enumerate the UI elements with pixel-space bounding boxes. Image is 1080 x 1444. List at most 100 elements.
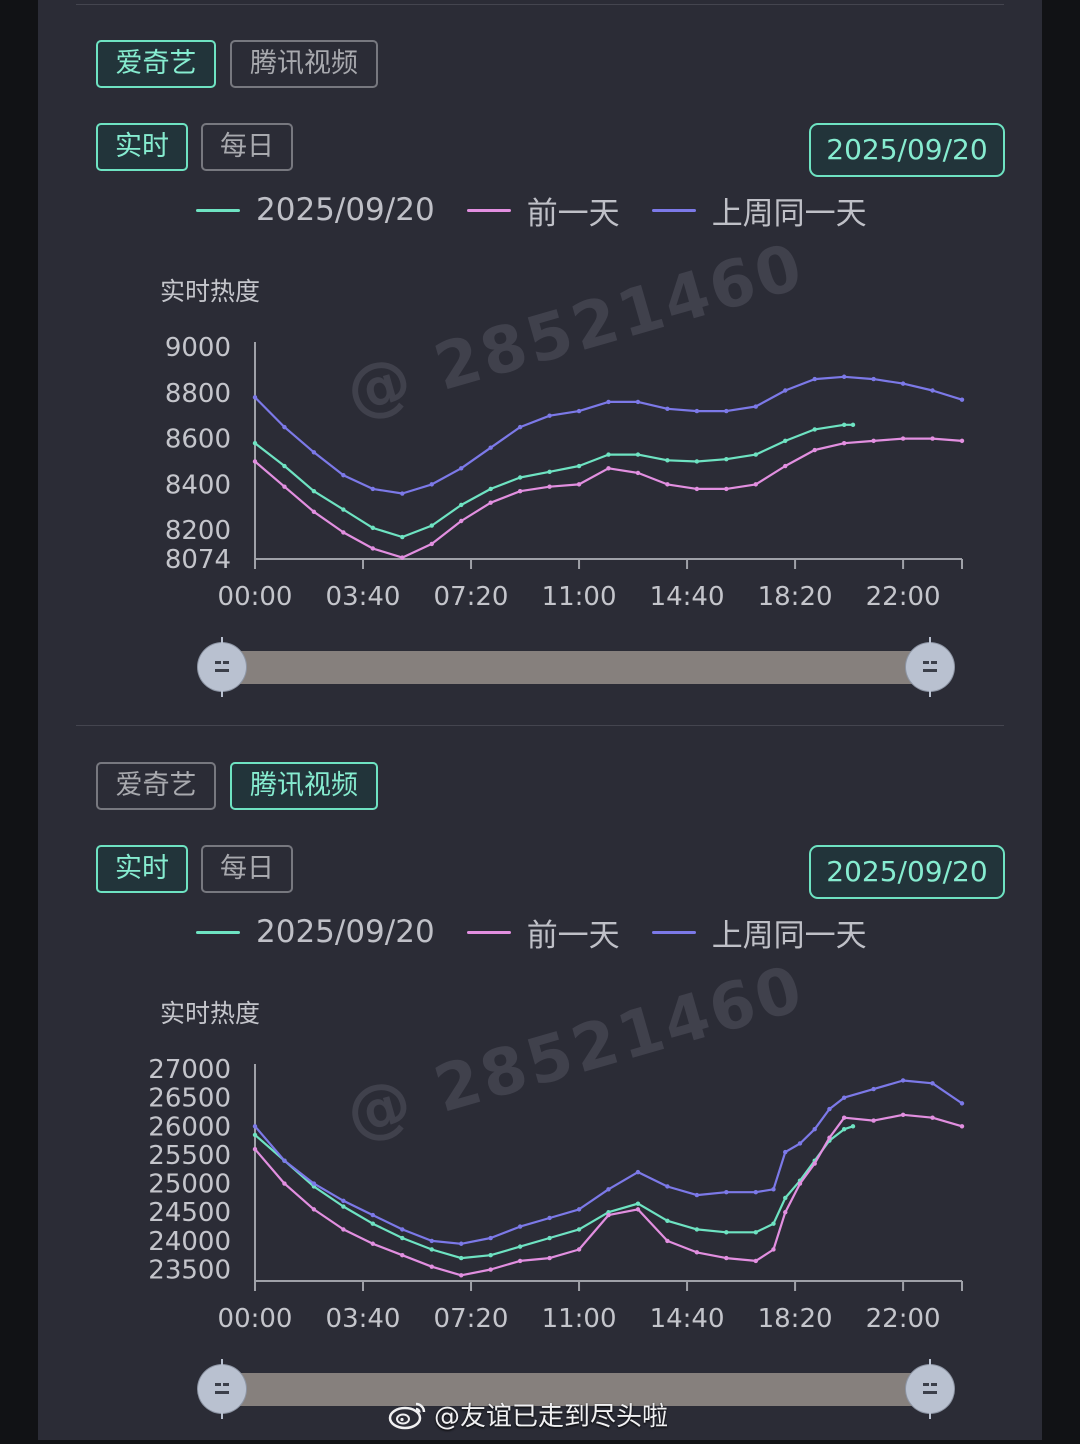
range-slider-left-handle[interactable] [198,637,246,697]
series-point [400,1253,405,1258]
date-picker[interactable]: 2025/09/20 [809,845,1005,899]
legend-item-prev-day[interactable]: 前一天 [466,910,620,955]
series-point [665,1184,670,1189]
legend-item-today[interactable]: 2025/09/20 [196,914,435,950]
series-point [547,469,552,474]
y-tick-label: 25000 [148,1170,231,1200]
series-point [311,450,317,455]
series-point [341,530,346,535]
series-point [724,1255,729,1261]
series-point [753,404,758,409]
series-point [370,1221,376,1226]
legend-label-last-week: 上周同一天 [711,917,867,954]
legend-item-last-week[interactable]: 上周同一天 [651,188,867,233]
range-slider-left-handle[interactable] [198,1359,246,1419]
series-point [783,438,788,444]
series-point [400,491,405,496]
y-tick-label: 8400 [165,470,231,500]
x-tick-label: 18:20 [758,1304,833,1334]
platform-tab-tencent[interactable]: 腾讯视频 [230,762,378,810]
y-tick-label: 8200 [165,516,231,546]
series-point [959,438,965,444]
legend-label-prev-day: 前一天 [526,917,620,954]
x-tick-label: 03:40 [326,582,401,612]
range-slider-right-handle[interactable] [906,637,954,697]
series-point [282,1158,287,1163]
series-point [370,1241,376,1246]
legend: 2025/09/20 前一天 上周同一天 [196,188,899,232]
handle-stem [221,1359,223,1419]
x-tick-label: 03:40 [326,1304,401,1334]
mode-tab-realtime[interactable]: 实时 [96,845,188,893]
series-point [576,482,582,487]
legend-label-prev-day: 前一天 [526,195,620,232]
series-point [665,458,670,463]
mode-tab-daily[interactable]: 每日 [201,123,293,171]
series-point [783,388,788,393]
series-point [547,1215,552,1221]
series-point [517,1244,523,1249]
series-point [694,486,700,492]
series-point [812,447,817,453]
series-point [635,470,641,476]
handle-stem [221,637,223,697]
series-point [959,1101,965,1106]
series-point [400,1227,405,1232]
range-slider-right-handle[interactable] [906,1359,954,1419]
y-tick-label: 26500 [148,1084,231,1114]
series-point [694,1227,700,1232]
series-point [753,1189,758,1195]
series-point [850,422,856,428]
series-point [771,1187,776,1192]
series-line-0 [254,423,853,539]
platform-tab-iqiyi[interactable]: 爱奇艺 [96,762,216,810]
series-point [576,1247,582,1252]
series-point [900,381,906,386]
section-iqiyi: 爱奇艺 腾讯视频 实时 每日 2025/09/20 2025/09/20 前一天… [38,0,1042,722]
series-point [517,1224,523,1229]
platform-tab-tencent[interactable]: 腾讯视频 [230,40,378,88]
chart-panel: 爱奇艺 腾讯视频 实时 每日 2025/09/20 2025/09/20 前一天… [38,0,1042,1440]
series-point [576,463,582,469]
series-point [488,1253,493,1258]
legend-item-last-week[interactable]: 上周同一天 [651,910,867,955]
series-point [959,1124,965,1129]
y-tick-label: 23500 [148,1256,231,1286]
series-point [282,463,287,469]
series-point [724,1230,729,1235]
x-tick-label: 22:00 [866,1304,941,1334]
legend-label-today: 2025/09/20 [256,914,435,950]
series-point [827,1135,832,1140]
x-tick-label: 22:00 [866,582,941,612]
date-picker[interactable]: 2025/09/20 [809,123,1005,177]
range-slider-track[interactable] [220,651,932,684]
series-point [797,1141,803,1146]
series-line-1 [254,1113,963,1277]
series-point [812,1161,817,1166]
series-point [871,1118,876,1123]
y-tick-label: 24000 [148,1227,231,1257]
series-point [252,395,258,400]
series-point [827,1106,832,1112]
legend-item-prev-day[interactable]: 前一天 [466,188,620,233]
series-point [665,1238,670,1244]
range-slider-track[interactable] [220,1373,932,1406]
series-point [488,1235,493,1241]
legend-item-today[interactable]: 2025/09/20 [196,192,435,228]
y-tick-label: 24500 [148,1198,231,1228]
series-point [606,1212,611,1218]
y-tick-label: 25500 [148,1141,231,1171]
platform-tab-iqiyi[interactable]: 爱奇艺 [96,40,216,88]
mode-tab-realtime[interactable]: 实时 [96,123,188,171]
mode-tab-daily[interactable]: 每日 [201,845,293,893]
x-tick-label: 11:00 [542,1304,617,1334]
series-point [341,1198,346,1203]
series-point [429,1247,434,1252]
series-point [635,1169,641,1175]
series-line-0 [254,1125,854,1260]
series-point [576,1227,582,1232]
series-point [783,463,788,469]
series-point [606,452,611,457]
series-point [841,374,847,379]
